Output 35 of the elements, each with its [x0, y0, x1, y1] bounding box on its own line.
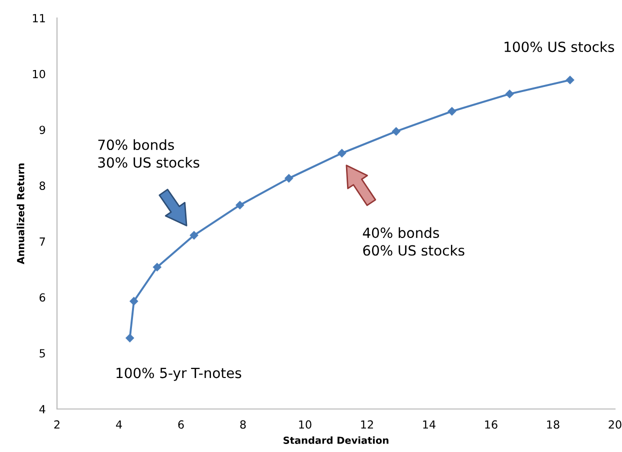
x-axis-title: Standard Deviation	[284, 436, 388, 444]
point	[153, 262, 162, 272]
x-tick-label: 18	[547, 420, 560, 429]
annotation: 40% bonds 60% US stocks	[362, 227, 464, 256]
point	[284, 174, 294, 182]
point	[190, 231, 198, 240]
x-tick-label: 12	[361, 420, 373, 429]
y-tick-label: 11	[32, 14, 45, 22]
y-tick-label: 6	[40, 293, 46, 302]
y-tick-label: 8	[40, 182, 46, 190]
point	[126, 334, 134, 342]
x-tick-label: 2	[54, 420, 60, 429]
y-axis-title: Annualized Return	[16, 164, 24, 264]
y-tick-label: 7	[40, 238, 45, 246]
x-tick-label: 16	[485, 420, 498, 429]
x-tick-label: 6	[178, 420, 184, 429]
annotation: 100% 5-yr T-notes	[116, 368, 242, 381]
point	[392, 127, 400, 136]
point	[448, 107, 456, 116]
x-tick-label: 10	[299, 420, 312, 429]
y-tick-label: 9	[40, 126, 46, 134]
point	[236, 200, 244, 210]
y-tick-label: 5	[40, 349, 45, 358]
point	[566, 76, 574, 84]
y-tick-label: 4	[39, 405, 46, 414]
x-tick-label: 14	[423, 420, 436, 429]
x-tick-label: 4	[116, 420, 122, 429]
x-tick-label: 8	[240, 420, 246, 429]
annotation: 70% bonds 30% US stocks	[98, 139, 200, 168]
point	[338, 149, 346, 158]
point	[130, 297, 138, 306]
point	[505, 90, 514, 98]
x-tick-label: 20	[608, 420, 622, 429]
y-tick-label: 10	[32, 70, 46, 78]
annotation: 100% US stocks	[504, 41, 614, 52]
